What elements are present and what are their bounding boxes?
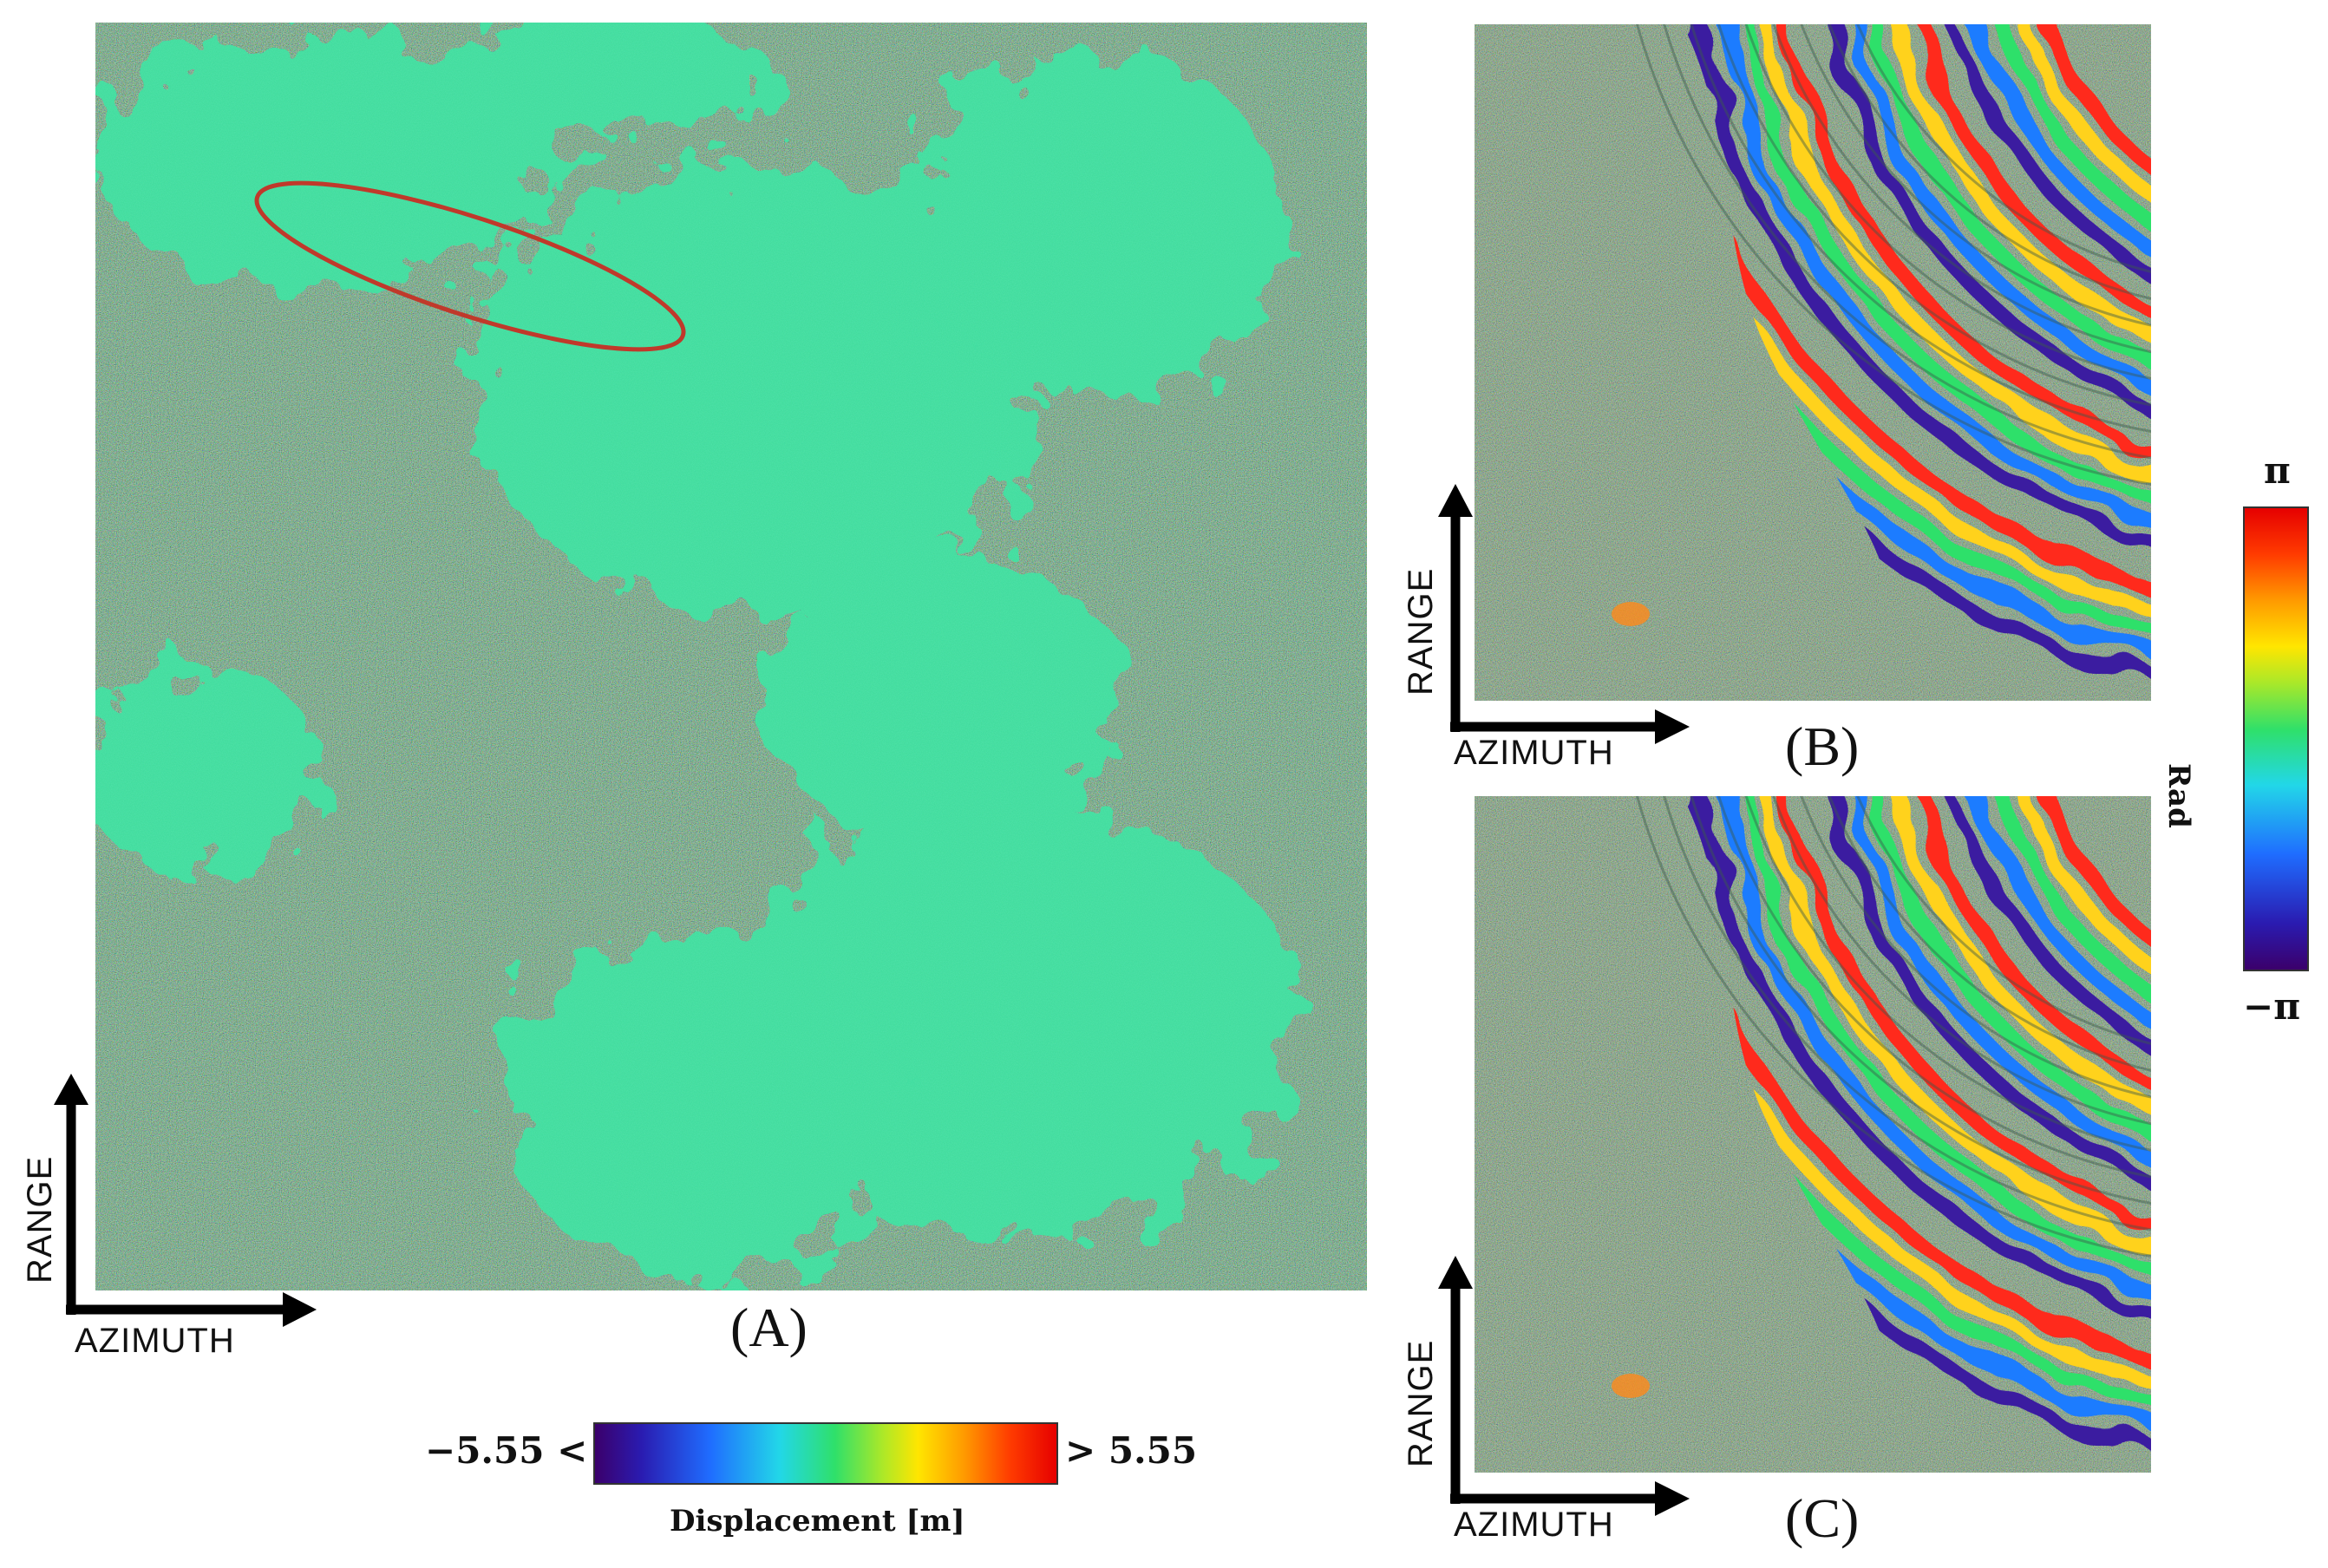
axis-arrows-a xyxy=(54,1074,317,1327)
displacement-map-a-image xyxy=(95,23,1367,1290)
panel-label-c: (C) xyxy=(1785,1487,1860,1549)
phase-max-label: π xyxy=(2264,449,2291,492)
panel-label-a: (A) xyxy=(730,1297,808,1358)
axis-arrows-b xyxy=(1438,484,1690,744)
range-label-b: RANGE xyxy=(1402,567,1440,696)
interferogram-c-image xyxy=(1475,796,2151,1473)
interferogram-b-image xyxy=(1475,24,2151,701)
phase-colorbar-title: Rad xyxy=(2161,763,2196,828)
highlight-ellipse xyxy=(254,180,686,352)
azimuth-label-a: AZIMUTH xyxy=(75,1322,235,1360)
axis-arrows-c xyxy=(1438,1256,1690,1516)
displacement-colorbar-title: Displacement [m] xyxy=(670,1504,965,1539)
interferogram-c xyxy=(1475,796,2151,1473)
azimuth-label-c: AZIMUTH xyxy=(1454,1506,1614,1544)
azimuth-label-b: AZIMUTH xyxy=(1454,734,1614,772)
interferogram-b xyxy=(1475,24,2151,701)
range-label-a: RANGE xyxy=(21,1155,59,1284)
displacement-max-label: > 5.55 xyxy=(1065,1429,1198,1472)
displacement-min-label: −5.55 < xyxy=(425,1429,588,1472)
range-label-c: RANGE xyxy=(1402,1339,1440,1467)
displacement-colorbar xyxy=(593,1422,1058,1485)
panel-label-b: (B) xyxy=(1785,715,1860,777)
phase-min-label: −π xyxy=(2243,985,2300,1028)
displacement-map-a xyxy=(95,23,1367,1290)
phase-colorbar xyxy=(2243,506,2309,971)
